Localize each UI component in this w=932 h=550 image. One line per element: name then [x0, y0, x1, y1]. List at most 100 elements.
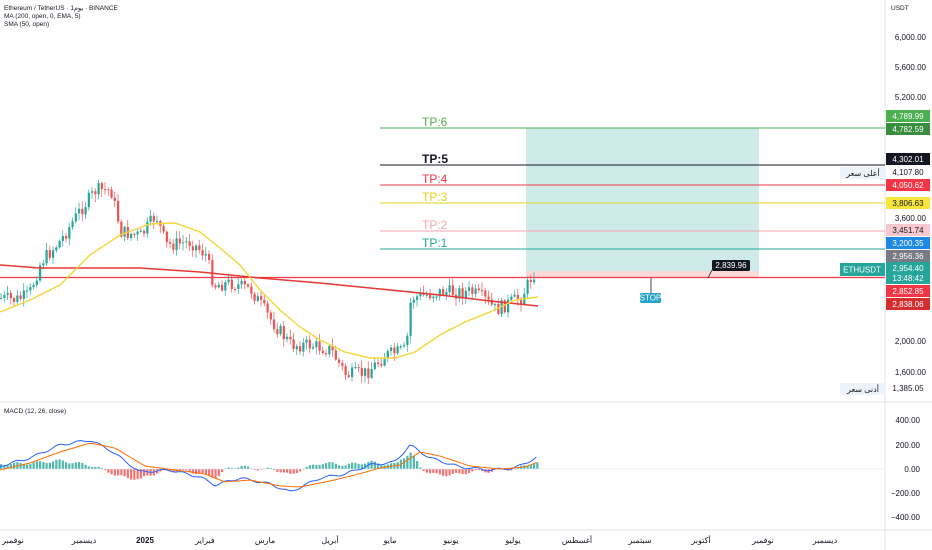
candle-body: [406, 335, 409, 346]
macd-histogram-bar: [429, 469, 432, 474]
candle-body: [260, 296, 263, 300]
price-tick-label: 5,600.00: [895, 63, 927, 72]
loss-zone[interactable]: [526, 271, 759, 278]
candle-body: [325, 353, 328, 355]
candle-body: [250, 286, 253, 294]
tp1-price-badge: 3,200.35: [886, 237, 930, 249]
svg-text:2,852.85: 2,852.85: [892, 287, 924, 296]
candle-body: [185, 241, 188, 243]
macd-histogram-bar: [13, 462, 16, 469]
macd-histogram-bar: [477, 469, 480, 471]
macd-histogram-bar: [35, 461, 38, 469]
macd-histogram-bar: [403, 458, 406, 469]
macd-histogram-bar: [217, 469, 220, 477]
macd-histogram-bar: [315, 464, 318, 469]
macd-histogram-bar: [185, 469, 188, 471]
svg-text:4,050.62: 4,050.62: [892, 181, 924, 190]
macd-histogram-bar: [328, 462, 331, 469]
macd-indicator-label[interactable]: MACD (12, 26, close): [4, 408, 67, 415]
macd-histogram-bar: [143, 469, 146, 477]
macd-histogram-bar: [247, 466, 250, 469]
candle-body: [240, 280, 243, 285]
candle-body: [445, 291, 448, 296]
profit-zone[interactable]: [526, 128, 759, 271]
candle-body: [438, 289, 441, 297]
macd-histogram-bar: [123, 469, 126, 477]
candle-body: [276, 329, 279, 335]
candle-body: [396, 346, 399, 354]
macd-histogram-bar: [455, 469, 458, 473]
macd-histogram-bar: [308, 465, 311, 469]
entry-callout[interactable]: [712, 260, 750, 271]
candle-body: [247, 284, 250, 287]
last-price-badge: ETHUSDT 2,954.40 13:48:42: [840, 262, 930, 284]
price-axis[interactable]: 6,000.00 5,600.00 5,200.00 3,600.00 2,000.00…: [895, 33, 927, 377]
candle-body: [471, 287, 474, 294]
candle-body: [432, 296, 435, 299]
macd-histogram-bar: [100, 467, 103, 469]
price-badge-2852: 2,852.85: [886, 285, 930, 297]
time-tick-label: سبتمبر: [628, 536, 652, 545]
candle-body: [403, 345, 406, 347]
candle-body: [230, 279, 233, 289]
tp6-price: 4,789.99: [892, 112, 924, 121]
macd-histogram-bar: [117, 469, 120, 476]
candle-body: [29, 287, 32, 291]
ma-indicator-label[interactable]: MA (200, open, 0, EMA, 5): [4, 13, 81, 20]
candle-body: [172, 243, 175, 250]
macd-histogram-bar: [237, 467, 240, 469]
macd-histogram-bar: [471, 469, 474, 472]
macd-histogram-bar: [260, 469, 263, 470]
candle-body: [448, 285, 451, 292]
candle-body: [464, 290, 467, 298]
candle-body: [91, 191, 94, 193]
candle-body: [22, 290, 25, 299]
candle-body: [87, 192, 90, 208]
time-tick-label: أبريل: [321, 534, 338, 545]
candle-body: [117, 200, 120, 222]
candle-body: [221, 284, 224, 291]
candle-body: [503, 300, 506, 313]
macd-tick-label: 0.00: [904, 465, 920, 474]
candle-body: [6, 293, 9, 295]
candle-body: [48, 250, 51, 258]
price-badge-2838: 2,838.06: [886, 298, 930, 310]
macd-histogram-bar: [240, 465, 243, 469]
time-axis[interactable]: نوفمبر ديسمبر 2025 فبراير مارس أبريل مايو يونيو…: [1, 534, 837, 545]
low-price-label: أدنى سعر: [846, 383, 879, 394]
stop-badge[interactable]: [640, 293, 661, 303]
macd-histogram-bar: [120, 469, 123, 476]
candle-body: [162, 225, 165, 232]
candle-body: [97, 183, 100, 195]
macd-histogram-bar: [442, 469, 445, 476]
candle-body: [286, 336, 289, 340]
macd-histogram-bar: [55, 459, 58, 469]
candle-body: [55, 247, 58, 251]
candle-body: [273, 319, 276, 330]
candle-body: [487, 296, 490, 300]
macd-histogram-bar: [234, 468, 237, 469]
macd-histogram-bar: [198, 469, 201, 474]
currency-label: USDT: [891, 5, 909, 12]
symbol-title[interactable]: Ethereum / TetherUS · 1يوم · BINANCE: [4, 5, 118, 12]
candle-body: [373, 362, 376, 370]
candle-body: [253, 293, 256, 301]
candle-body: [312, 347, 315, 349]
candle-body: [201, 249, 204, 256]
sma-indicator-label[interactable]: SMA (50, open): [4, 21, 50, 28]
time-tick-label: مايو: [382, 536, 396, 545]
price-tick-label: 2,000.00: [895, 337, 927, 346]
macd-histogram-bar: [139, 469, 142, 479]
candle-body: [425, 294, 428, 296]
macd-histogram-bar: [45, 463, 48, 469]
candle-body: [302, 342, 305, 352]
macd-histogram-bar: [318, 464, 321, 469]
candle-body: [94, 191, 97, 195]
time-tick-label: 2025: [136, 536, 154, 545]
macd-axis[interactable]: 400.00 200.00 0.00 −200.00 −400.00: [891, 416, 921, 522]
svg-text:2,838.06: 2,838.06: [892, 300, 924, 309]
candle-body: [214, 285, 217, 288]
macd-histogram-bar: [227, 467, 230, 469]
macd-histogram-bar: [380, 465, 383, 469]
